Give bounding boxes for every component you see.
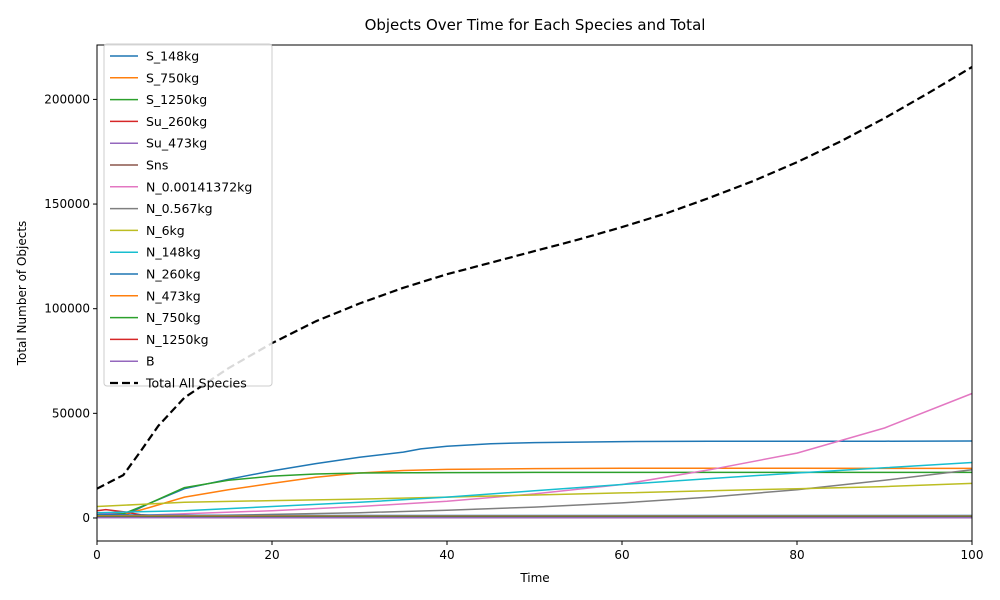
legend-label-4: Su_473kg: [146, 136, 207, 151]
series-line-10: [96, 514, 972, 517]
legend-label-7: N_0.567kg: [146, 201, 213, 216]
plot-frame: [96, 44, 973, 542]
legend-label-9: N_148kg: [146, 245, 201, 260]
legend: S_148kg S_750kg S_1250kg Su_260kg Su_473kg Sn…: [103, 43, 273, 391]
legend-label-12: N_750kg: [146, 310, 201, 325]
legend-label-14: B: [146, 354, 155, 369]
y-tick-label: 50000: [52, 406, 90, 420]
y-axis-label: Total Number of Objects: [15, 221, 29, 367]
series-line-9: [96, 461, 973, 514]
series-line-15: [96, 66, 973, 490]
legend-label-5: Sns: [146, 158, 168, 173]
y-tick-label: 100000: [44, 302, 90, 316]
x-tick-label: 100: [961, 548, 984, 562]
series-line-0: [96, 440, 973, 517]
x-axis-label: Time: [519, 571, 549, 585]
legend-label-1: S_750kg: [146, 70, 199, 85]
legend-label-11: N_473kg: [146, 288, 201, 303]
x-tick-label: 0: [93, 548, 101, 562]
x-tick-label: 40: [439, 548, 454, 562]
y-axis: 0 50000 100000 150000 200000: [44, 92, 97, 525]
x-tick-label: 20: [264, 548, 279, 562]
y-tick-label: 200000: [44, 92, 90, 106]
series-line-6: [96, 392, 973, 518]
legend-label-10: N_260kg: [146, 267, 201, 282]
x-tick-label: 80: [789, 548, 804, 562]
legend-label-6: N_0.00141372kg: [146, 179, 252, 194]
legend-label-8: N_6kg: [146, 223, 185, 238]
legend-label-13: N_1250kg: [146, 332, 209, 347]
x-axis: 0 20 40 60 80 100: [93, 541, 983, 562]
plot-area: [96, 66, 973, 519]
series-line-8: [96, 482, 973, 508]
y-tick-label: 150000: [44, 197, 90, 211]
chart-title: Objects Over Time for Each Species and T…: [365, 16, 706, 34]
series-line-1: [96, 467, 972, 516]
x-tick-label: 60: [614, 548, 629, 562]
legend-label-2: S_1250kg: [146, 92, 207, 107]
legend-label-0: S_148kg: [146, 49, 199, 64]
y-tick-label: 0: [82, 511, 90, 525]
series-line-2: [96, 471, 972, 515]
legend-label-3: Su_260kg: [146, 114, 207, 129]
legend-box: [103, 43, 273, 387]
legend-label-15: Total All Species: [145, 376, 247, 391]
